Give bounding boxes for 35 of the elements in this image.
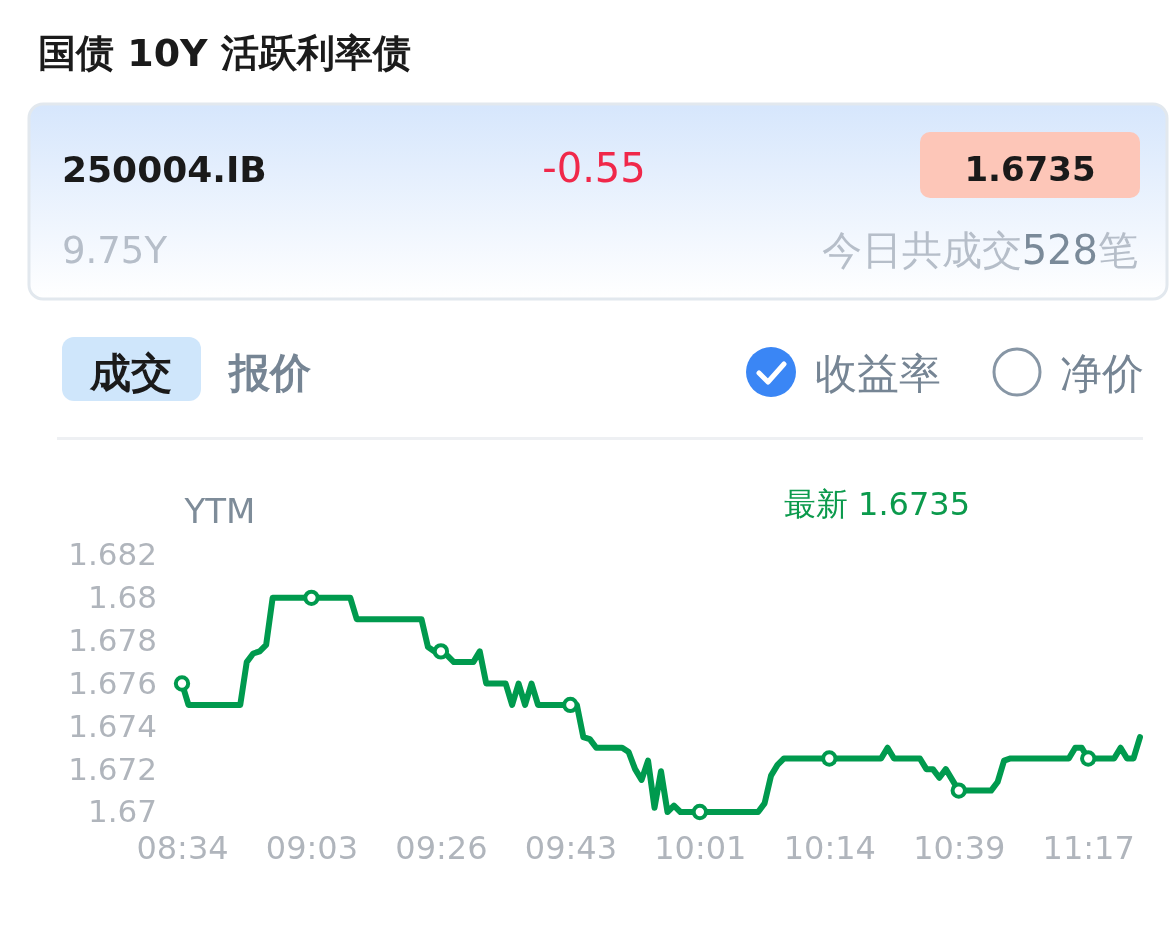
text: 今日共成交528笔 — [821, 227, 1138, 273]
x-tick-label: 09:26 — [395, 828, 488, 867]
point — [303, 589, 320, 606]
y-tick-label: 1.682 — [68, 536, 157, 573]
text: 1.6735 — [964, 149, 1096, 189]
text: -0.55 — [542, 145, 646, 191]
text: 收益率 — [815, 349, 941, 398]
point — [562, 696, 579, 714]
x-tick-label: 10:14 — [783, 828, 876, 867]
x-tick-label: 08:34 — [136, 828, 229, 867]
text: 最新 1.6735 — [783, 485, 970, 523]
y-axis-title: YTM — [183, 491, 256, 531]
x-tick-label: 09:03 — [265, 828, 359, 867]
point — [432, 643, 450, 660]
y-tick-label: 1.676 — [68, 664, 157, 701]
x-tick-label: 10:39 — [913, 828, 1006, 867]
text: 成交 — [89, 349, 172, 397]
text: 9.75Y — [62, 229, 168, 272]
text: 250004.IB — [62, 149, 267, 190]
y-tick-label: 1.67 — [87, 793, 157, 830]
text: 报价 — [227, 349, 312, 397]
chart-title: 国债 10Y 活跃利率债 — [38, 31, 411, 75]
x-tick-label: 09:43 — [524, 828, 617, 867]
point — [950, 782, 967, 799]
point — [691, 803, 709, 821]
x-tick-label: 11:17 — [1042, 828, 1135, 867]
point — [1080, 750, 1097, 767]
text: 净价 — [1060, 349, 1144, 398]
point — [821, 750, 838, 767]
y-tick-label: 1.68 — [87, 579, 157, 616]
y-tick-label: 1.678 — [68, 622, 157, 659]
x-tick-label: 10:01 — [654, 828, 747, 867]
point — [173, 675, 191, 692]
y-tick-label: 1.672 — [68, 750, 157, 787]
y-tick-label: 1.674 — [68, 707, 157, 744]
